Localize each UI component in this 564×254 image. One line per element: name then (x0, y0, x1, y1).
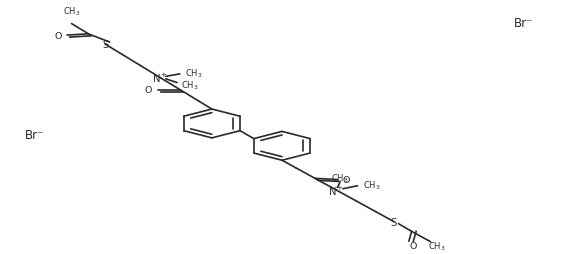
Text: O: O (343, 176, 350, 184)
Text: CH$_3$: CH$_3$ (181, 79, 199, 91)
Text: Br⁻: Br⁻ (514, 17, 533, 30)
Text: CH$_3$: CH$_3$ (429, 240, 446, 252)
Text: N$^+$: N$^+$ (152, 72, 168, 85)
Text: CH$_3$: CH$_3$ (363, 179, 380, 191)
Text: S: S (391, 217, 397, 227)
Text: CH$_3$: CH$_3$ (185, 68, 202, 80)
Text: S: S (102, 40, 108, 50)
Text: CH$_3$: CH$_3$ (63, 6, 80, 18)
Text: O: O (409, 241, 417, 250)
Text: O: O (54, 31, 62, 40)
Text: CH$_3$: CH$_3$ (331, 172, 349, 184)
Text: Br⁻: Br⁻ (25, 129, 45, 141)
Text: O: O (144, 86, 152, 95)
Text: N$^+$: N$^+$ (328, 184, 344, 197)
